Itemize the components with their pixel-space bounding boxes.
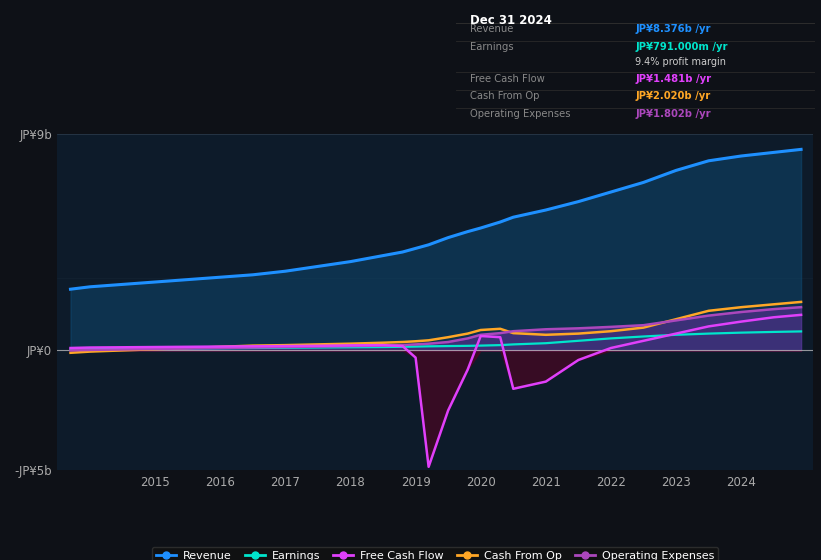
Text: 9.4% profit margin: 9.4% profit margin: [635, 57, 727, 67]
Text: JP¥791.000m /yr: JP¥791.000m /yr: [635, 42, 728, 52]
Legend: Revenue, Earnings, Free Cash Flow, Cash From Op, Operating Expenses: Revenue, Earnings, Free Cash Flow, Cash …: [152, 547, 718, 560]
Text: Operating Expenses: Operating Expenses: [470, 109, 571, 119]
Text: Revenue: Revenue: [470, 25, 513, 35]
Text: Cash From Op: Cash From Op: [470, 91, 539, 101]
Text: JP¥2.020b /yr: JP¥2.020b /yr: [635, 91, 711, 101]
Text: JP¥8.376b /yr: JP¥8.376b /yr: [635, 25, 711, 35]
Text: Dec 31 2024: Dec 31 2024: [470, 15, 552, 27]
Text: Free Cash Flow: Free Cash Flow: [470, 73, 545, 83]
Text: Earnings: Earnings: [470, 42, 514, 52]
Text: JP¥1.481b /yr: JP¥1.481b /yr: [635, 73, 712, 83]
Text: JP¥1.802b /yr: JP¥1.802b /yr: [635, 109, 711, 119]
